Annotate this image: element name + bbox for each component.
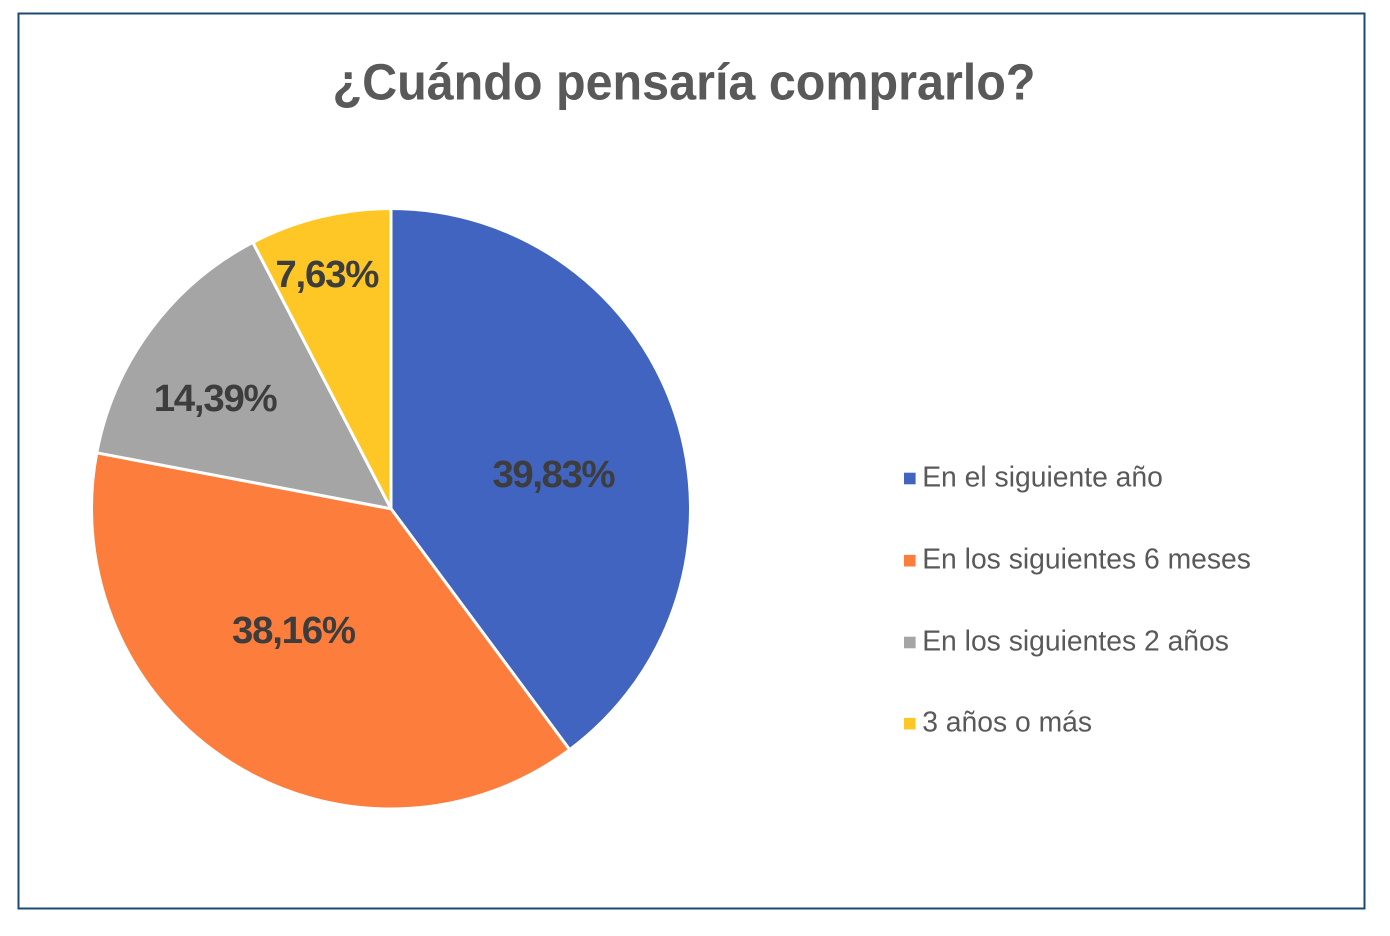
svg-text:En el siguiente año: En el siguiente año bbox=[922, 460, 1163, 492]
svg-text:39,83%: 39,83% bbox=[493, 453, 616, 496]
svg-text:38,16%: 38,16% bbox=[232, 609, 356, 652]
svg-text:En los siguientes 2 años: En los siguientes 2 años bbox=[922, 624, 1229, 656]
svg-text:3 años o más: 3 años o más bbox=[922, 706, 1092, 738]
svg-text:7,63%: 7,63% bbox=[275, 253, 379, 296]
svg-text:¿Cuándo pensaría comprarlo?: ¿Cuándo pensaría comprarlo? bbox=[333, 54, 1036, 111]
svg-text:14,39%: 14,39% bbox=[154, 377, 278, 420]
svg-text:En los siguientes 6 meses: En los siguientes 6 meses bbox=[922, 543, 1251, 575]
